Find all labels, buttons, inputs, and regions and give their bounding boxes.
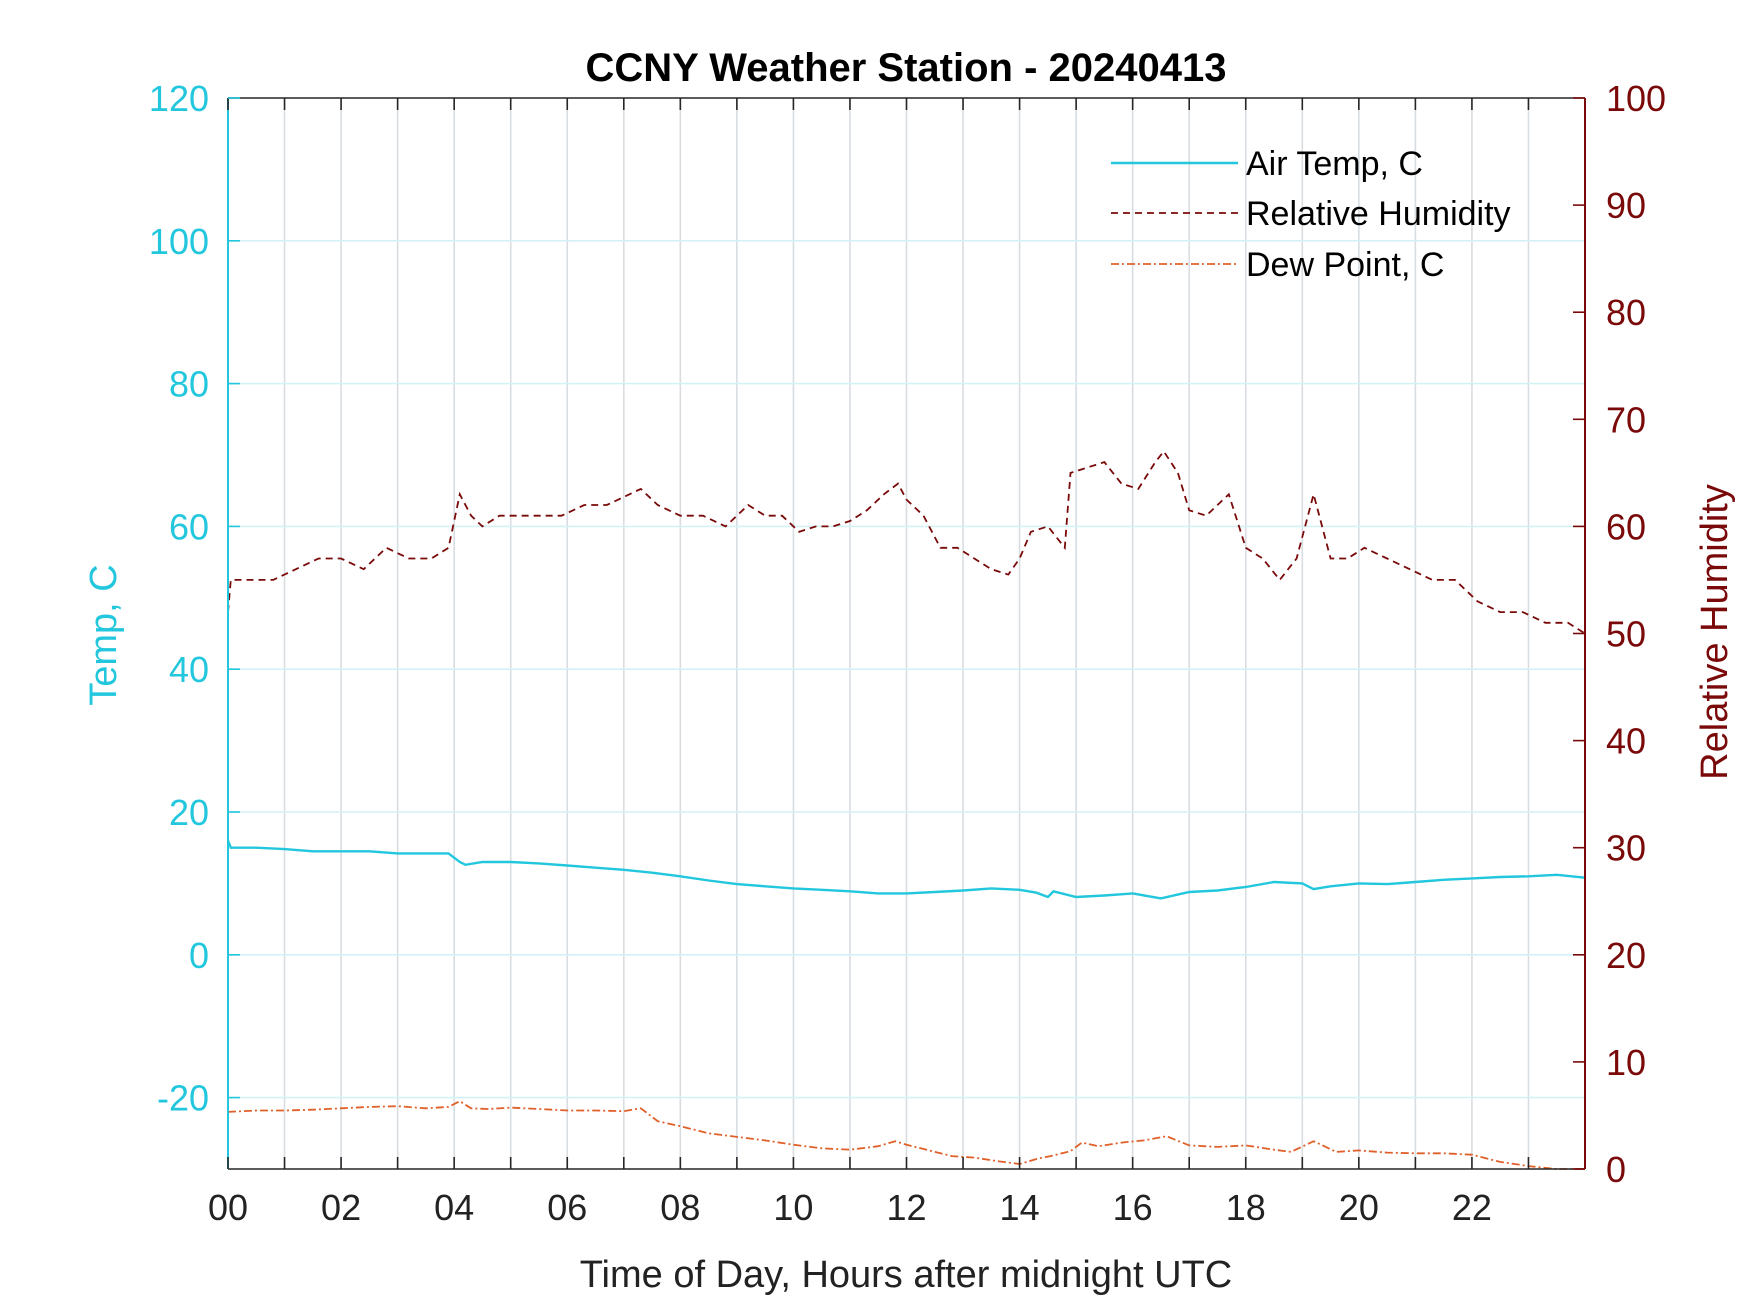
x-tick-label: 04 — [434, 1187, 474, 1228]
y-tick-label-left: 20 — [169, 792, 209, 833]
x-tick-label: 02 — [321, 1187, 361, 1228]
y-tick-label-right: 80 — [1606, 292, 1646, 333]
y-tick-label-left: -20 — [157, 1078, 209, 1119]
x-tick-label: 18 — [1226, 1187, 1266, 1228]
y-tick-label-right: 40 — [1606, 721, 1646, 762]
y-tick-label-right: 100 — [1606, 78, 1666, 119]
x-tick-label: 20 — [1339, 1187, 1379, 1228]
x-tick-label: 14 — [1000, 1187, 1040, 1228]
grid-lines — [228, 98, 1585, 1169]
y-tick-label-right: 0 — [1606, 1149, 1626, 1190]
y-tick-label-right: 20 — [1606, 935, 1646, 976]
x-tick-label: 12 — [886, 1187, 926, 1228]
y-axis-right-label: Relative Humidity — [1694, 484, 1736, 780]
y-tick-label-right: 50 — [1606, 614, 1646, 655]
x-tick-label: 00 — [208, 1187, 248, 1228]
legend-label: Dew Point, C — [1246, 246, 1444, 284]
x-tick-label: 08 — [660, 1187, 700, 1228]
y-tick-label-right: 30 — [1606, 828, 1646, 869]
chart-title: CCNY Weather Station - 20240413 — [586, 46, 1227, 90]
legend-label: Relative Humidity — [1246, 195, 1511, 233]
axes: 00 02 04 06 08 10 12 14 16 18 20 22-200204060801001… — [149, 78, 1666, 1228]
y-tick-label-left: 40 — [169, 649, 209, 690]
y-axis-left-label: Temp, C — [83, 564, 125, 705]
y-tick-label-left: 0 — [189, 935, 209, 976]
y-tick-label-right: 60 — [1606, 506, 1646, 547]
legend-label: Air Temp, C — [1246, 145, 1423, 183]
y-tick-label-left: 60 — [169, 506, 209, 547]
x-axis-label: Time of Day, Hours after midnight UTC — [580, 1254, 1233, 1296]
y-tick-label-right: 10 — [1606, 1042, 1646, 1083]
x-tick-label: 16 — [1113, 1187, 1153, 1228]
x-tick-label: 10 — [773, 1187, 813, 1228]
y-tick-label-left: 80 — [169, 364, 209, 405]
y-tick-label-left: 120 — [149, 78, 209, 119]
x-tick-label: 22 — [1452, 1187, 1492, 1228]
y-tick-label-right: 90 — [1606, 185, 1646, 226]
series-line-dew-point-c — [227, 1100, 1585, 1170]
series-line-air-temp-c — [226, 840, 1586, 900]
x-tick-label: 06 — [547, 1187, 587, 1228]
y-tick-label-right: 70 — [1606, 399, 1646, 440]
legend: Air Temp, C Relative Humidity Dew Point, C — [1111, 145, 1511, 284]
y-tick-label-left: 100 — [149, 221, 209, 262]
plot-series — [226, 449, 1586, 1170]
series-line-relative-humidity — [227, 449, 1586, 635]
